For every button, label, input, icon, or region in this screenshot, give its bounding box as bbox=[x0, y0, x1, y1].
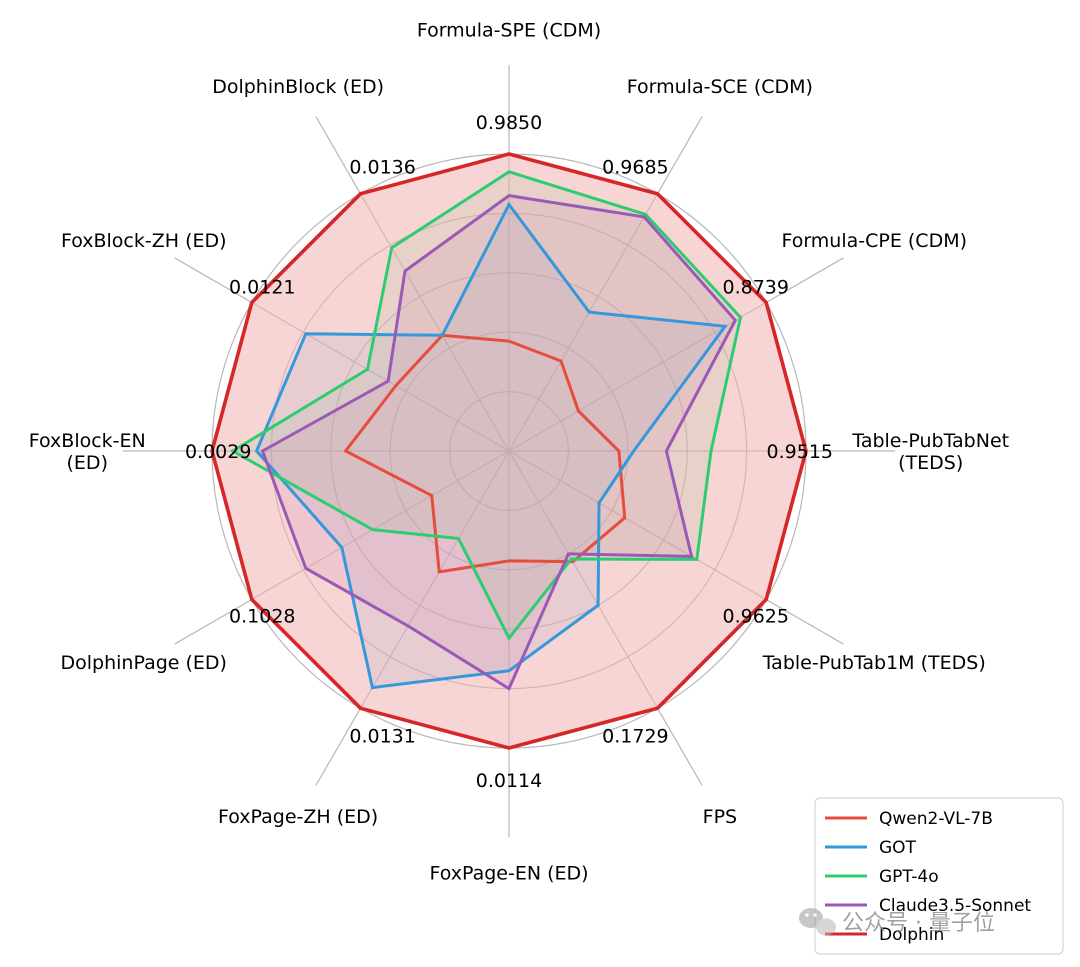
axis-label-8: FoxPage-ZH (ED) bbox=[218, 806, 378, 828]
axis-label-9: DolphinPage (ED) bbox=[61, 652, 227, 674]
axis-label-3: Formula-CPE (CDM) bbox=[781, 230, 967, 252]
axis-label-1: Formula-SPE (CDM) bbox=[417, 19, 601, 41]
axis-label-4: Table-PubTabNet (TEDS) bbox=[851, 430, 1009, 474]
value-label-9: 0.1028 bbox=[229, 605, 295, 627]
axis-label-7: FoxPage-EN (ED) bbox=[429, 863, 588, 885]
watermark: 公众号 · 量子位 bbox=[799, 908, 995, 936]
value-label-4: 0.9515 bbox=[767, 441, 833, 463]
legend-entry-1: Qwen2-VL-7B bbox=[879, 809, 993, 829]
legend-entry-2: GOT bbox=[879, 838, 917, 858]
value-label-2: 0.9685 bbox=[602, 156, 668, 178]
axis-label-10: FoxBlock-EN (ED) bbox=[29, 430, 146, 474]
series-line-5 bbox=[210, 152, 808, 750]
radar-series bbox=[210, 152, 808, 750]
value-label-6: 0.1729 bbox=[602, 726, 668, 748]
series-line-4 bbox=[260, 194, 738, 691]
value-label-1: 0.9850 bbox=[476, 112, 542, 134]
value-label-7: 0.0114 bbox=[476, 770, 542, 792]
axis-labels: 0.9850 0.9685 0.8739 0.9515 0.9625 0.1729 0.01… bbox=[29, 19, 1009, 884]
legend-entry-5: Dolphin bbox=[879, 925, 944, 945]
value-label-11: 0.0121 bbox=[229, 277, 295, 299]
series-line-3 bbox=[229, 170, 743, 641]
legend-entry-4: Claude3.5-Sonnet bbox=[879, 896, 1031, 916]
value-label-5: 0.9625 bbox=[722, 605, 788, 627]
axis-label-2: Formula-SCE (CDM) bbox=[627, 76, 813, 98]
axis-label-12: DolphinBlock (ED) bbox=[212, 76, 384, 98]
legend: Qwen2-VL-7B GOT GPT-4o Claude3.5-Sonnet Dolp… bbox=[814, 797, 1064, 955]
axis-label-5: Table-PubTab1M (TEDS) bbox=[762, 652, 986, 674]
value-label-10: 0.0029 bbox=[185, 441, 251, 463]
axis-label-6: FPS bbox=[703, 806, 737, 828]
axis-label-11: FoxBlock-ZH (ED) bbox=[61, 230, 227, 252]
legend-entry-3: GPT-4o bbox=[879, 867, 939, 887]
watermark-text: 公众号 · 量子位 bbox=[842, 911, 995, 936]
series-line-2 bbox=[254, 201, 728, 690]
value-label-12: 0.0136 bbox=[349, 156, 415, 178]
series-fill-5 bbox=[212, 154, 806, 748]
value-label-3: 0.8739 bbox=[722, 277, 788, 299]
series-line-1 bbox=[343, 333, 627, 574]
wechat-icon bbox=[799, 908, 836, 936]
value-label-8: 0.0131 bbox=[349, 726, 415, 748]
legend-box bbox=[814, 797, 1064, 955]
